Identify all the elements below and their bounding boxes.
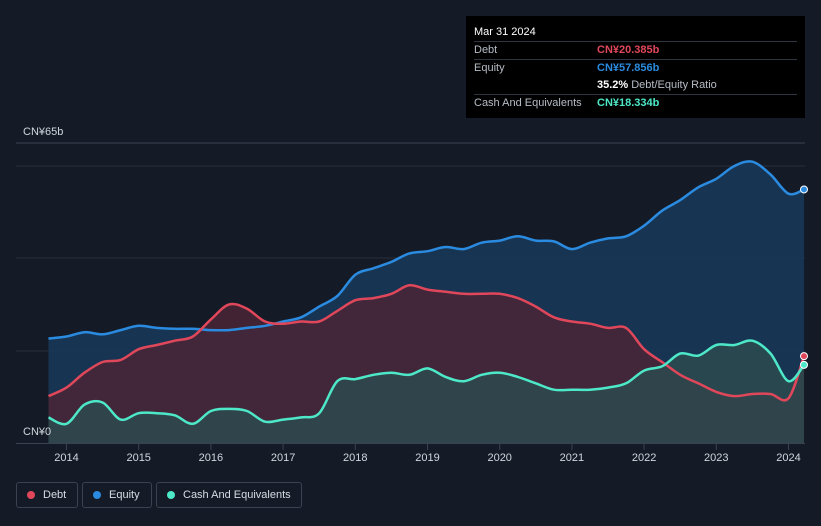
tooltip-row-cash: Cash And Equivalents CN¥18.334b bbox=[474, 94, 797, 111]
tooltip-equity-label: Equity bbox=[474, 62, 505, 74]
y-axis-bottom-label: CN¥0 bbox=[23, 426, 51, 438]
series-areas bbox=[48, 161, 804, 443]
tooltip-row-equity: Equity CN¥57.856b bbox=[474, 59, 797, 76]
end-markers bbox=[800, 185, 808, 369]
legend-item-equity[interactable]: Equity bbox=[82, 482, 152, 508]
end-marker-equity bbox=[800, 185, 808, 194]
legend-dot-equity bbox=[93, 491, 101, 499]
x-axis-ticks: 2014 2015 2016 2017 2018 2019 2020 2021 2022 2023… bbox=[54, 444, 801, 464]
tooltip-debt-value: CN¥20.385b bbox=[597, 44, 660, 56]
line-debt bbox=[47, 283, 806, 402]
line-cash-and-equivalents bbox=[47, 339, 805, 426]
tooltip-date: Mar 31 2024 bbox=[474, 26, 536, 38]
x-tick-label: 2014 bbox=[54, 452, 78, 464]
legend-label-debt: Debt bbox=[43, 489, 67, 501]
legend-label-cash: Cash And Equivalents bbox=[183, 489, 291, 501]
y-axis-top-label: CN¥65b bbox=[23, 126, 63, 138]
tooltip-equity-value: CN¥57.856b bbox=[597, 62, 660, 74]
x-tick-label: 2023 bbox=[704, 452, 728, 464]
tooltip-debt-label: Debt bbox=[474, 44, 498, 56]
line-equity bbox=[48, 160, 805, 340]
tooltip-cash-label: Cash And Equivalents bbox=[474, 97, 582, 109]
legend-dot-cash bbox=[167, 491, 175, 499]
legend-dot-debt bbox=[27, 491, 35, 499]
tooltip-ratio-value: 35.2% bbox=[597, 79, 629, 91]
x-tick-label: 2024 bbox=[776, 452, 800, 464]
x-tick-label: 2016 bbox=[199, 452, 223, 464]
legend-item-debt[interactable]: Debt bbox=[16, 482, 78, 508]
tooltip-row-debt: Debt CN¥20.385b bbox=[474, 41, 797, 58]
series-lines bbox=[47, 160, 806, 426]
legend-label-equity: Equity bbox=[109, 489, 140, 501]
end-marker-cash-and-equivalents bbox=[800, 360, 808, 369]
x-tick-label: 2019 bbox=[415, 452, 439, 464]
x-tick-label: 2018 bbox=[343, 452, 367, 464]
legend: Debt Equity Cash And Equivalents bbox=[16, 482, 302, 510]
tooltip-panel: Mar 31 2024 Debt CN¥20.385b Equity CN¥57… bbox=[466, 16, 805, 118]
tooltip-row-ratio: 35.2% Debt/Equity Ratio bbox=[474, 77, 797, 93]
x-tick-label: 2022 bbox=[632, 452, 656, 464]
x-tick-label: 2015 bbox=[126, 452, 150, 464]
x-tick-label: 2017 bbox=[271, 452, 295, 464]
tooltip-ratio-text: Debt/Equity Ratio bbox=[631, 79, 717, 91]
legend-item-cash[interactable]: Cash And Equivalents bbox=[156, 482, 302, 508]
area-cash-and-equivalents bbox=[48, 340, 804, 443]
tooltip-cash-value: CN¥18.334b bbox=[597, 97, 660, 109]
x-tick-label: 2021 bbox=[560, 452, 584, 464]
end-marker-debt bbox=[800, 352, 808, 361]
x-tick-label: 2020 bbox=[487, 452, 511, 464]
